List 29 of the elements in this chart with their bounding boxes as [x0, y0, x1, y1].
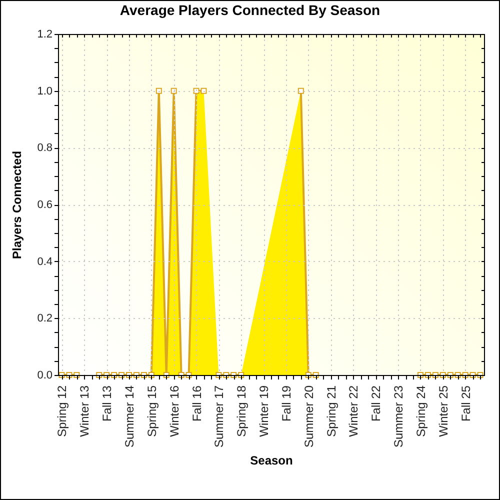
x-tick-label: Fall 25	[458, 385, 473, 422]
x-tick-label: Summer 20	[302, 385, 316, 448]
y-tick-label: 1.2	[37, 28, 52, 40]
x-tick-label: Summer 23	[392, 385, 406, 448]
x-tick-label: Spring 12	[55, 385, 70, 437]
x-tick-label: Winter 13	[78, 385, 92, 437]
x-tick-label: Summer 14	[122, 385, 136, 448]
x-tick-label: Spring 21	[324, 385, 338, 437]
y-tick-label: 0.8	[37, 142, 52, 154]
y-tick-label: 0.0	[37, 370, 52, 382]
chart-title: Average Players Connected By Season	[120, 2, 380, 18]
x-tick-label: Fall 13	[100, 385, 114, 422]
x-tick-label: Summer 17	[212, 385, 226, 448]
x-tick-label: Spring 15	[144, 385, 159, 437]
x-tick-label: Winter 19	[257, 385, 272, 437]
x-tick-label: Winter 22	[346, 385, 361, 437]
x-tick-label: Fall 16	[190, 385, 204, 422]
y-tick-label: 0.4	[37, 256, 52, 268]
x-tick-label: Winter 25	[436, 385, 450, 437]
y-axis-title: Players Connected	[10, 150, 24, 260]
y-tick-label: 0.6	[37, 199, 52, 211]
y-tick-label: 1.0	[37, 85, 52, 98]
x-tick-label: Fall 19	[279, 385, 294, 422]
y-tick-label: 0.2	[37, 312, 52, 325]
x-tick-label: Fall 22	[369, 385, 384, 422]
x-tick-label: Spring 18	[234, 385, 249, 437]
x-tick-label: Winter 16	[167, 385, 182, 437]
x-axis-title: Season	[250, 454, 293, 468]
x-tick-label: Spring 24	[414, 385, 428, 437]
